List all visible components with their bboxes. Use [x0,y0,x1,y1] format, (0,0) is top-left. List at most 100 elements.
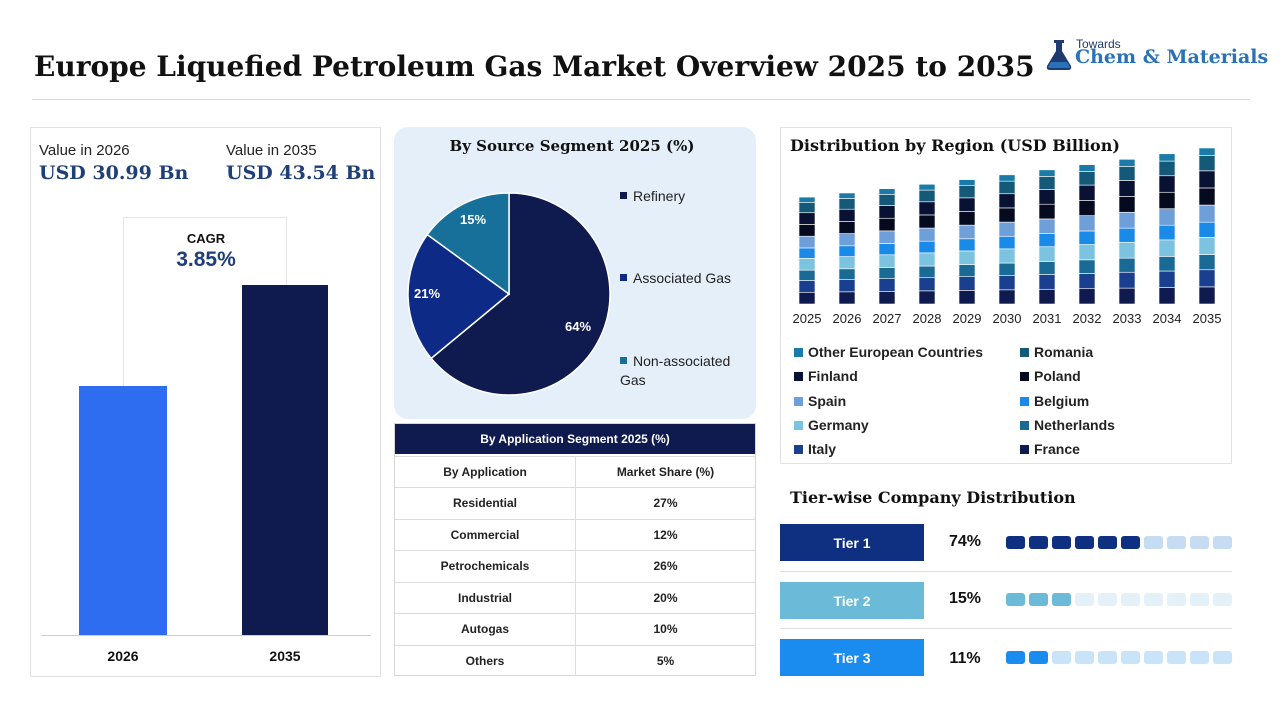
brand-logo: Towards Chem & Materials [1044,36,1268,76]
application-segment-table: By Application Segment 2025 (%) By Appli… [394,423,756,676]
region-bar-segment [998,275,1016,291]
legend-swatch [1020,420,1029,430]
region-bar-segment [1038,233,1056,248]
region-legend-label: Italy [808,441,837,458]
table-row: Industrial 20% [395,581,755,613]
tier-dot [1213,593,1232,606]
legend-non-associated-gas: Non-associated Gas [620,352,744,390]
region-distribution-panel: Distribution by Region (USD Billion) 202… [780,127,1232,464]
region-bar-segment [1078,244,1096,261]
region-bar-segment [798,196,816,203]
tier-dot [1098,651,1117,664]
tier-dot [1006,651,1025,664]
bar-label-2035: 2035 [269,648,301,664]
region-bar-segment [1038,274,1056,290]
region-bar-segment [1038,169,1056,177]
region-bar-segment [958,264,976,278]
region-bar-segment [1158,256,1176,272]
region-year-label: 2026 [833,311,862,326]
tier-dot [1167,536,1186,549]
pie-slice-associated-gas [407,233,511,360]
region-bar-segment [878,194,896,206]
legend-swatch [620,357,627,364]
region-legend-label: France [1034,441,1080,458]
header-divider [32,99,1250,100]
tier-dot [1167,593,1186,606]
legend-refinery-label: Refinery [633,188,686,204]
cell-share: 5% [656,653,675,668]
pie-value-label: 21% [414,286,440,301]
region-legend-item: Finland [794,368,858,384]
region-bar-segment [918,214,936,229]
tier-dot [1167,651,1186,664]
tier-dot [1190,536,1209,549]
region-bar-segment [878,188,896,195]
region-bar-segment [1038,189,1056,205]
region-bar-segment [1158,191,1176,210]
region-bar-segment [878,267,896,279]
tier-dot [1144,651,1163,664]
region-bar-segment [1118,211,1136,229]
region-legend-label: Germany [808,416,869,433]
legend-swatch [620,274,627,281]
region-legend-label: Belgium [1034,392,1090,409]
legend-swatch [620,192,627,199]
region-bar-segment [878,291,896,305]
region-bar-segment [1118,241,1136,259]
region-bar-segment [1158,239,1176,257]
tier-1-value: 74% [948,533,982,550]
region-bar-segment [838,245,856,257]
region-bar-segment [1198,254,1216,271]
tier-dot [1213,536,1232,549]
table-row: Petrochemicals 26% [395,550,755,582]
region-bar-segment [998,262,1016,276]
region-bar-segment [1078,215,1096,232]
tier-dot [1075,651,1094,664]
region-bar-segment [958,185,976,199]
region-bar-segment [1198,155,1216,172]
region-bar-segment [798,269,816,281]
region-bar-segment [878,230,896,244]
region-bar-segment [1198,204,1216,223]
region-bar-segment [998,221,1016,237]
table-row: Others 5% [395,644,755,676]
region-year-label: 2035 [1193,311,1222,326]
tier-divider [780,628,1232,629]
region-bar-segment [1118,166,1136,181]
legend-swatch [794,420,803,430]
region-bar-segment [798,224,816,237]
region-bar-segment [958,211,976,226]
region-bar-segment [998,193,1016,209]
source-pie-chart: 64% 21% 15% [407,192,611,396]
region-bar-segment [1038,288,1056,305]
region-bar-segment [958,250,976,265]
region-bar-segment [838,279,856,293]
region-legend-label: Netherlands [1034,416,1115,433]
region-bar-segment [878,217,896,232]
cagr-value: 3.85% [176,248,236,271]
flask-icon [1046,40,1072,70]
region-legend-label: Spain [808,392,847,409]
tier-dot [1029,593,1048,606]
region-bar-segment [1118,287,1136,305]
region-bar-segment [918,252,936,267]
region-bar-segment [998,248,1016,264]
region-bar-segment [1158,270,1176,288]
tier-dot [1029,536,1048,549]
table-row: Commercial 12% [395,518,755,550]
region-year-label: 2029 [953,311,982,326]
region-bar-segment [838,198,856,210]
region-bar-segment [998,180,1016,195]
region-bar-segment [1198,147,1216,156]
cell-application: Commercial [395,519,576,550]
region-bar-segment [1118,271,1136,289]
region-bar-segment [1078,288,1096,305]
region-bar-segment [1078,259,1096,274]
cell-share: 27% [653,496,678,511]
legend-swatch [794,445,803,455]
region-chart-title: Distribution by Region (USD Billion) [790,136,1120,155]
region-bar-segment [958,290,976,305]
market-value-panel: Value in 2026 USD 30.99 Bn Value in 2035… [30,127,381,677]
cell-application: Autogas [395,614,576,645]
cell-share: 12% [653,527,678,542]
